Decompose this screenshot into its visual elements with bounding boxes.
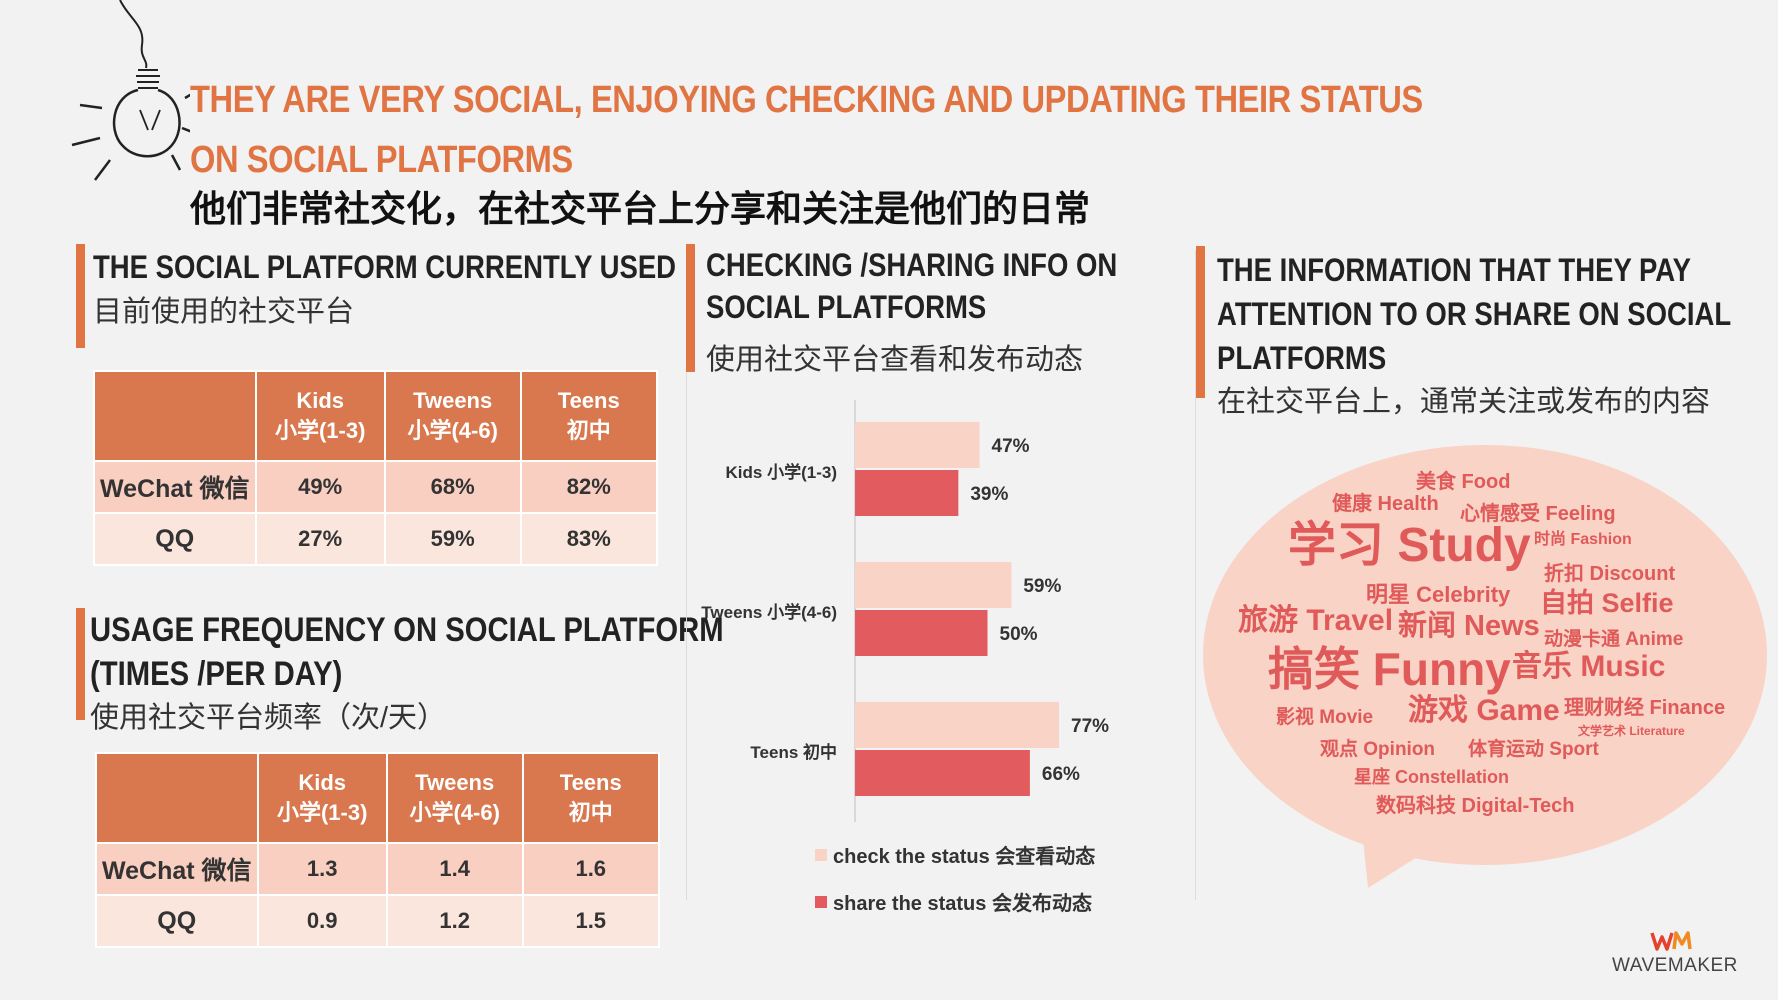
frequency-section-subtitle: 使用社交平台频率（次/天） [90, 702, 447, 734]
table-cell: 82% [519, 460, 658, 514]
table-row: QQ 0.9 1.2 1.5 [95, 894, 660, 948]
column-divider [686, 250, 687, 900]
data-label: 66% [1042, 764, 1080, 785]
category-label: Teens 初中 [750, 742, 837, 762]
word-cloud: 美食 Food 健康 Health 心情感受 Feeling 学习 Study … [1200, 440, 1770, 860]
table-cell: 0.9 [256, 894, 388, 948]
category-label: Tweens 小学(4-6) [701, 602, 837, 622]
row-label: WeChat 微信 [93, 460, 257, 514]
legend-label: share the status 会发布动态 [833, 893, 1092, 915]
bar-chart: 47% 39% Kids 小学(1-3) 59% 50% Tweens 小学(4-6) 77… [701, 400, 1109, 822]
bar [855, 750, 1030, 796]
legend-swatch-check [815, 848, 827, 861]
col-header: Kids 小学(1-3) [254, 370, 386, 462]
table-corner [95, 752, 259, 844]
cloud-word: 观点 Opinion [1320, 739, 1436, 760]
cloud-word: 自拍 Selfie [1540, 588, 1674, 618]
cloud-word: 旅游 Travel [1238, 604, 1394, 637]
bar [855, 610, 988, 656]
data-label: 59% [1023, 576, 1061, 597]
table-cell: 83% [519, 512, 658, 566]
cloud-word: 时尚 Fashion [1534, 531, 1632, 548]
cloud-word: 心情感受 Feeling [1460, 503, 1616, 525]
table-cell: 1.6 [521, 842, 660, 896]
cloud-word: 美食 Food [1416, 471, 1511, 493]
table-cell: 1.5 [521, 894, 660, 948]
chart-legend: check the status 会查看动态 share the status … [815, 840, 1095, 916]
section-accent-bar [76, 608, 85, 720]
cloud-word: 游戏 Game [1408, 694, 1560, 727]
platform-section-subtitle: 目前使用的社交平台 [93, 296, 355, 328]
table-row: QQ 27% 59% 83% [93, 512, 658, 566]
table-cell: 68% [383, 460, 522, 514]
page-subtitle: 他们非常社交化，在社交平台上分享和关注是他们的日常 [190, 188, 1091, 229]
lightbulb-icon [71, 0, 190, 181]
col-header: Tweens 小学(4-6) [383, 370, 522, 462]
cloud-word: 文学艺术 Literature [1578, 724, 1685, 738]
table-row: WeChat 微信 49% 68% 82% [93, 460, 658, 514]
table-cell: 59% [383, 512, 522, 566]
data-label: 77% [1071, 716, 1109, 737]
section-accent-bar [1196, 246, 1205, 398]
col-header: Kids 小学(1-3) [256, 752, 388, 844]
table-header-row: Kids 小学(1-3) Tweens 小学(4-6) Teens 初中 [93, 370, 658, 462]
section-accent-bar [76, 244, 85, 348]
checking-section-subtitle: 使用社交平台查看和发布动态 [706, 344, 1084, 376]
cloud-word: 数码科技 Digital-Tech [1376, 795, 1575, 817]
cloud-word: 健康 Health [1332, 493, 1439, 515]
data-label: 39% [970, 484, 1008, 505]
table-header-row: Kids 小学(1-3) Tweens 小学(4-6) Teens 初中 [95, 752, 660, 844]
wavemaker-logo-icon [1650, 931, 1692, 951]
cloud-word: 明星 Celebrity [1366, 582, 1511, 607]
legend-item: check the status 会查看动态 [815, 840, 1095, 869]
cloud-word: 折扣 Discount [1544, 563, 1676, 585]
data-label: 47% [992, 436, 1030, 457]
platform-section-title: THE SOCIAL PLATFORM CURRENTLY USED [93, 249, 677, 285]
info-section-title: THE INFORMATION THAT THEY PAY ATTENTION … [1217, 252, 1732, 376]
column-divider [1195, 250, 1196, 900]
cloud-word: 新闻 News [1398, 610, 1540, 642]
table-cell: 27% [254, 512, 386, 566]
row-label: QQ [93, 512, 257, 566]
cloud-word: 音乐 Music [1512, 650, 1666, 683]
table-corner [93, 370, 257, 462]
section-accent-bar [686, 244, 695, 372]
legend-swatch-share [815, 895, 827, 908]
table-cell: 1.2 [385, 894, 524, 948]
row-label: WeChat 微信 [95, 842, 259, 896]
cloud-word: 星座 Constellation [1354, 767, 1510, 787]
page-title: THEY ARE VERY SOCIAL, ENJOYING CHECKING … [190, 79, 1423, 181]
cloud-word: 搞笑 Funny [1268, 643, 1511, 695]
category-label: Kids 小学(1-3) [726, 462, 837, 482]
info-section-subtitle: 在社交平台上，通常关注或发布的内容 [1217, 386, 1711, 418]
frequency-table: Kids 小学(1-3) Tweens 小学(4-6) Teens 初中 WeChat… [95, 752, 660, 948]
cloud-word: 体育运动 Sport [1468, 739, 1599, 760]
row-label: QQ [95, 894, 259, 948]
cloud-word: 动漫卡通 Anime [1544, 629, 1684, 650]
legend-item: share the status 会发布动态 [815, 887, 1095, 916]
data-label: 50% [1000, 624, 1038, 645]
table-cell: 49% [254, 460, 386, 514]
table-row: WeChat 微信 1.3 1.4 1.6 [95, 842, 660, 896]
checking-section-title: CHECKING /SHARING INFO ON SOCIAL PLATFOR… [706, 247, 1118, 325]
col-header: Tweens 小学(4-6) [385, 752, 524, 844]
brand-name: WAVEMAKER [1612, 955, 1738, 976]
bar [855, 470, 959, 516]
frequency-section-title: USAGE FREQUENCY ON SOCIAL PLATFORM (TIME… [90, 611, 724, 693]
table-cell: 1.3 [256, 842, 388, 896]
cloud-word: 学习 Study [1288, 519, 1531, 572]
table-cell: 1.4 [385, 842, 524, 896]
bar [855, 702, 1060, 748]
legend-label: check the status 会查看动态 [833, 846, 1096, 868]
cloud-word: 影视 Movie [1276, 707, 1374, 728]
cloud-word: 理财财经 Finance [1564, 697, 1726, 719]
speech-bubble [1203, 445, 1767, 888]
bar [855, 562, 1012, 608]
bar [855, 422, 980, 468]
platform-table: Kids 小学(1-3) Tweens 小学(4-6) Teens 初中 WeChat… [93, 370, 658, 566]
col-header: Teens 初中 [521, 752, 660, 844]
col-header: Teens 初中 [519, 370, 658, 462]
